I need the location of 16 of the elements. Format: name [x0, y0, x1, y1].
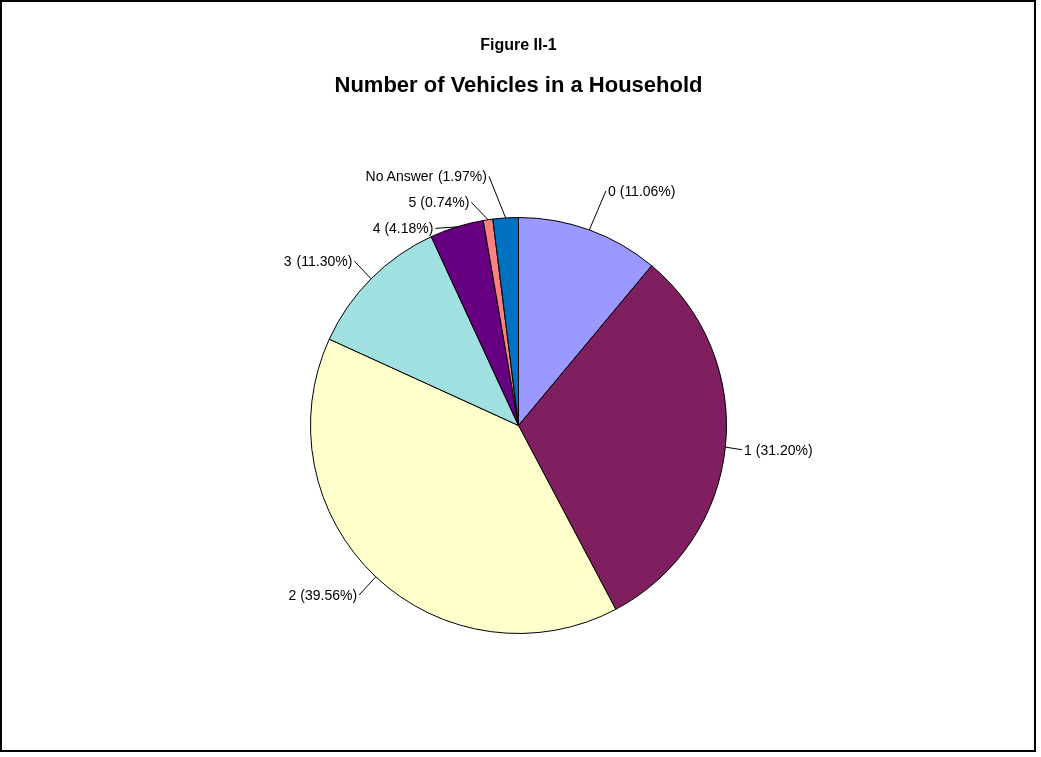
- data-label: (4.18%): [384, 220, 434, 237]
- slice-label: 4: [372, 220, 381, 237]
- data-label: (0.74%): [420, 194, 470, 211]
- data-label: (11.06%): [619, 182, 676, 199]
- slice-label: 5: [408, 194, 417, 211]
- slice-label: 1: [744, 441, 753, 458]
- slice-label: 2: [288, 586, 297, 603]
- chart-title: Figure II-1: [480, 36, 557, 54]
- data-label: (39.56%): [300, 586, 358, 603]
- slice-label: 3: [283, 253, 292, 270]
- chart-subtitle: Number of Vehicles in a Household: [334, 71, 703, 97]
- slice-label: No Answer: [365, 168, 434, 185]
- data-label: (31.20%): [755, 441, 813, 458]
- data-label: (1.97%): [437, 168, 487, 185]
- slice-label: 0: [608, 182, 617, 199]
- data-label: (11.30%): [296, 253, 353, 270]
